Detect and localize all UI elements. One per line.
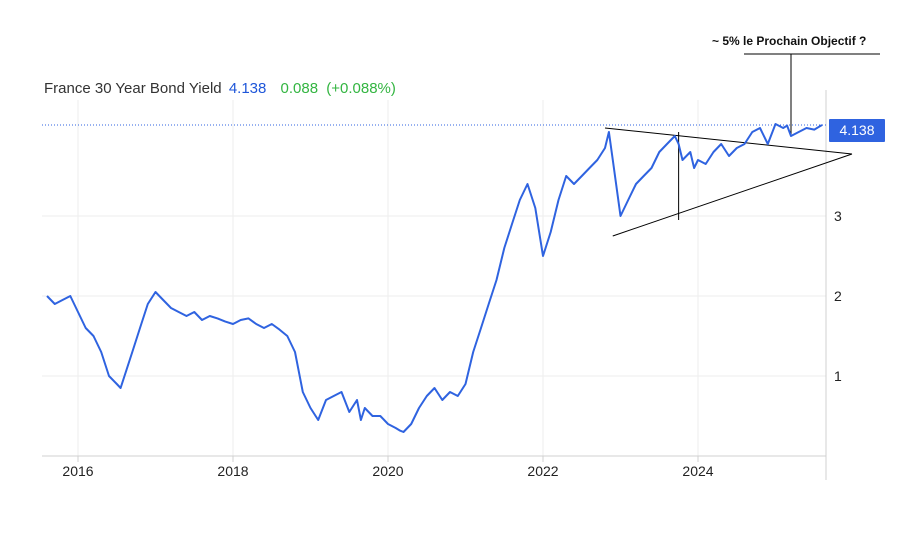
x-tick-label: 2022	[527, 463, 558, 479]
current-price-tag: 4.138	[829, 119, 885, 142]
y-tick-label: 2	[834, 288, 842, 304]
x-tick-label: 2016	[62, 463, 93, 479]
y-tick-label: 3	[834, 208, 842, 224]
axes	[42, 90, 827, 480]
series-line	[46, 123, 823, 433]
series	[46, 123, 823, 433]
x-tick-label: 2020	[372, 463, 403, 479]
trendlines	[604, 53, 880, 237]
lower-trendline	[612, 153, 853, 237]
instrument-title: France 30 Year Bond Yield	[44, 80, 222, 97]
x-tick-label: 2024	[682, 463, 713, 479]
x-tick-label: 2018	[217, 463, 248, 479]
tick-labels: 1 2 3 2016 2018 2020 2022 2024	[62, 208, 842, 479]
current-price: 4.138	[228, 80, 267, 97]
y-tick-label: 1	[834, 368, 842, 384]
chart-header: France 30 Year Bond Yield 4.138 0.088 (+…	[44, 80, 396, 97]
target-annotation: ~ 5% le Prochain Objectif ?	[712, 34, 867, 48]
price-change: 0.088	[280, 80, 319, 97]
upper-trendline	[604, 127, 853, 155]
price-change-percent: (+0.088%)	[326, 80, 396, 97]
grid	[42, 100, 826, 456]
